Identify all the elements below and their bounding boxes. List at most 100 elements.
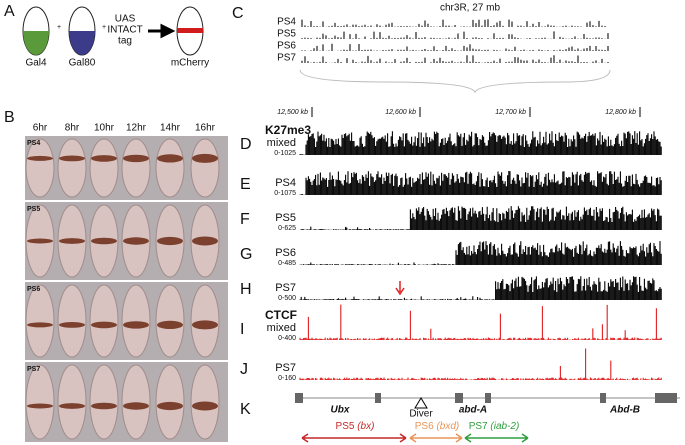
panel-b: B 6hr 8hr 10hr 12hr 14hr 16hr PS4 PS5 PS6 PS7 xyxy=(4,109,228,442)
cell-fill xyxy=(69,31,95,55)
signal xyxy=(299,276,662,300)
signal xyxy=(299,304,662,340)
embryo xyxy=(155,138,185,198)
stripe xyxy=(123,402,149,410)
domain-element: (iab-2) xyxy=(490,421,519,432)
domain-element: (bxd) xyxy=(436,421,459,432)
signal xyxy=(301,43,609,51)
domain-arrow xyxy=(301,433,407,443)
range-label: 0-500 xyxy=(278,295,296,302)
track-label: PS4 xyxy=(275,177,296,189)
domain-label: PS5 (bx) xyxy=(336,421,375,432)
exon xyxy=(455,393,463,403)
stripe xyxy=(91,402,117,410)
range-label: 0-625 xyxy=(278,225,296,232)
stripe xyxy=(177,28,203,33)
stripe xyxy=(27,238,53,244)
row-label: PS4 xyxy=(27,140,40,147)
row-label: PS6 xyxy=(27,286,40,293)
range-label: 0-1025 xyxy=(274,150,296,157)
embryo xyxy=(121,284,151,358)
embryo xyxy=(89,284,119,358)
embryo xyxy=(25,138,55,198)
panel-letter: J xyxy=(240,361,248,378)
embryo xyxy=(57,284,87,358)
panel-letter: F xyxy=(240,211,250,228)
cell-fill xyxy=(23,31,49,55)
track-label: PS5 xyxy=(277,29,296,40)
stripe xyxy=(59,238,85,244)
embryo xyxy=(121,138,151,198)
panel-letter: I xyxy=(240,321,244,338)
domain-element: (bx) xyxy=(357,421,374,432)
stripe xyxy=(123,321,149,329)
panel-letter: H xyxy=(240,281,252,298)
domain-arrow xyxy=(464,433,529,443)
coord-label: 12,700 kb xyxy=(495,109,526,116)
stripe xyxy=(27,322,53,328)
stripe xyxy=(157,154,183,163)
time-label: 10hr xyxy=(94,123,115,134)
gene-label: Abd-B xyxy=(609,405,640,416)
stripe xyxy=(59,155,85,162)
exon xyxy=(375,393,381,403)
track-label: PS7 xyxy=(277,53,296,64)
zoom-bracket xyxy=(299,69,611,94)
stripe xyxy=(192,320,218,330)
time-label: 16hr xyxy=(195,123,216,134)
domain-name: PS7 xyxy=(469,421,488,432)
coord-label: 12,500 kb xyxy=(277,109,308,116)
embryo xyxy=(25,364,55,440)
domain-label: PS6 (bxd) xyxy=(415,421,459,432)
embryo xyxy=(57,364,87,440)
domain-name: PS6 xyxy=(415,421,434,432)
stripe xyxy=(27,403,53,409)
stripe xyxy=(192,153,218,163)
coord-label: 12,600 kb xyxy=(385,109,416,116)
cell-label: Gal80 xyxy=(69,58,96,69)
panel-letter: D xyxy=(240,136,252,153)
range-label: 0-160 xyxy=(278,375,296,382)
track-label: PS6 xyxy=(275,247,296,259)
stripe xyxy=(123,154,149,163)
red-arrow xyxy=(395,281,405,296)
track-label: PS7 xyxy=(275,362,296,374)
plus: + xyxy=(57,24,61,31)
embryo xyxy=(190,138,220,198)
arrow xyxy=(148,23,176,39)
time-label: 12hr xyxy=(126,123,147,134)
range-label: 0-1075 xyxy=(274,190,296,197)
cell-label: mCherry xyxy=(171,58,209,69)
stripe xyxy=(192,401,218,411)
exon xyxy=(485,393,491,403)
panel-letter: C xyxy=(232,5,244,22)
cell-label: Gal4 xyxy=(25,58,47,69)
track-label: PS7 xyxy=(275,282,296,294)
stripe xyxy=(157,401,183,411)
range-label: 0-400 xyxy=(278,335,296,342)
embryo xyxy=(89,364,119,440)
embryo xyxy=(57,138,87,198)
insertion xyxy=(414,397,428,409)
domain-name: PS5 xyxy=(336,421,355,432)
stripe xyxy=(157,236,183,246)
stripe xyxy=(192,236,218,246)
track-label: mixed xyxy=(267,322,296,334)
plus: + xyxy=(102,24,106,31)
exon xyxy=(295,393,303,403)
gene-label: Ubx xyxy=(331,405,350,416)
construct: tag xyxy=(118,36,132,47)
locus-title: chr3R, 27 mb xyxy=(440,3,500,14)
gene-label: abd-A xyxy=(459,405,487,416)
signal xyxy=(299,171,662,195)
mark-label: CTCF xyxy=(265,308,297,322)
time-label: 14hr xyxy=(160,123,181,134)
stripe xyxy=(91,237,117,245)
stripe xyxy=(27,155,53,161)
stripe xyxy=(91,155,117,162)
track-label: PS4 xyxy=(277,17,296,28)
stripe xyxy=(91,321,117,329)
stripe xyxy=(123,237,149,245)
